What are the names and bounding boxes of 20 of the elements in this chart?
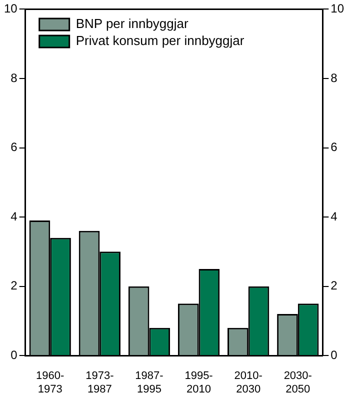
legend-label: Privat konsum per innbyggjar: [76, 33, 245, 48]
y-tick-label: 10: [4, 2, 18, 16]
x-tick-label: 1995-2010: [184, 370, 214, 396]
x-tick-label: 2030-2050: [284, 370, 312, 396]
x-tick-label: 1973-1987: [86, 370, 114, 396]
y2-tick-label: 10: [330, 2, 344, 16]
y2-tick-label: 0: [330, 348, 338, 362]
y2-tick-label: 8: [330, 70, 338, 85]
y-tick-label: 0: [10, 348, 18, 362]
y-tick-label: 2: [10, 278, 18, 293]
y2-tick-label: 2: [330, 278, 338, 293]
legend-label: BNP per innbyggjar: [76, 16, 190, 32]
y-tick-label: 6: [10, 140, 18, 154]
x-tick-label: 1987-1995: [135, 370, 164, 396]
y-tick-label: 4: [10, 209, 18, 224]
x-tick-label: 2010-2030: [234, 370, 263, 396]
y-tick-label: 8: [10, 70, 18, 85]
y2-tick-label: 4: [330, 209, 338, 224]
y2-tick-label: 6: [330, 140, 338, 154]
x-tick-label: 1960-1973: [36, 370, 65, 396]
